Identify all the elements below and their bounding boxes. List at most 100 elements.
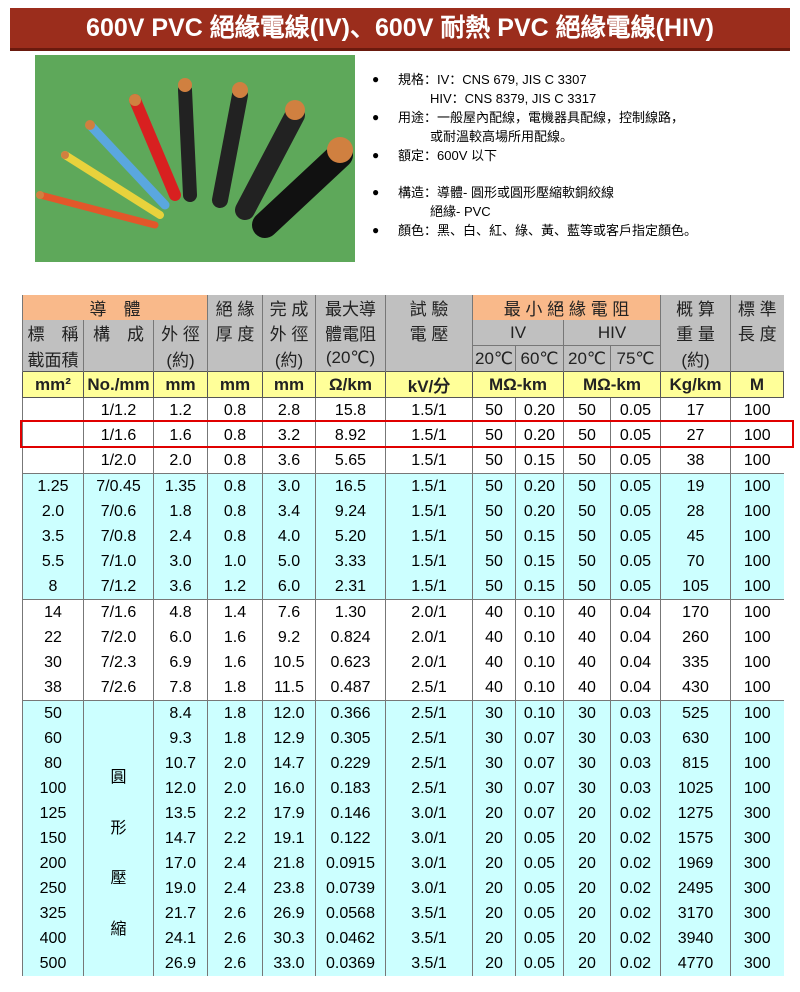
cell-iv-20c: 40 [472,650,516,675]
spec-standard: 規格：IV：CNS 679, JIS C 3307 [372,70,697,89]
table-row: 38 7/2.6 7.8 1.8 11.5 0.487 2.5/1 40 0.10 40 0.04 4… [22,675,784,701]
cell-complete-od: 4.0 [262,524,316,549]
cell-complete-od: 23.8 [262,876,316,901]
table-row: 60 9.3 1.8 12.9 0.305 2.5/1 30 0.07 30 0.03 630 100 [22,726,784,751]
cell-iv-60c: 0.10 [515,650,564,675]
cell-insulation-thickness: 0.8 [207,448,263,474]
cell-construction: 1/1.6 [83,423,154,448]
cell-conductor-resistance: 0.305 [315,726,386,751]
hdr-iv-60: 60℃ [515,345,564,372]
spec-usage: 用途：一般屋內配線，電機器具配線，控制線路， [372,108,697,127]
cell-length: 300 [730,926,784,951]
cell-weight: 28 [660,499,731,524]
cell-iv-60c: 0.07 [515,801,564,826]
hdr-cod-approx: (約) [262,345,316,372]
hdr-area: 截面積 [22,345,84,372]
cell-test-voltage: 2.0/1 [385,650,473,675]
cell-length: 300 [730,876,784,901]
cell-outer-diameter: 3.6 [153,574,208,600]
cell-iv-20c: 50 [472,423,516,448]
cell-nominal-area [22,423,84,448]
cell-nominal-area: 8 [22,574,84,600]
cell-iv-20c: 30 [472,700,516,726]
cell-hiv-75c: 0.02 [610,876,661,901]
cell-weight: 430 [660,675,731,701]
cell-construction: 7/2.0 [83,625,154,650]
hdr-wt-approx: (約) [660,345,731,372]
cell-outer-diameter: 8.4 [153,700,208,726]
cell-outer-diameter: 1.6 [153,423,208,448]
hdr-empty [207,345,263,372]
hdr-hiv-20: 20℃ [563,345,611,372]
cell-hiv-20c: 30 [563,726,611,751]
cell-iv-60c: 0.20 [515,423,564,448]
cell-insulation-thickness: 2.6 [207,951,263,976]
cell-outer-diameter: 21.7 [153,901,208,926]
cell-nominal-area: 150 [22,826,84,851]
cell-outer-diameter: 12.0 [153,776,208,801]
compressed-label-char: 圓 [110,769,127,786]
cell-outer-diameter: 1.2 [153,397,208,423]
cell-outer-diameter: 10.7 [153,751,208,776]
unit-cell: No./mm [83,371,154,398]
cell-hiv-20c: 20 [563,851,611,876]
cell-hiv-75c: 0.05 [610,524,661,549]
cell-complete-od: 12.0 [262,700,316,726]
table-row: 30 7/2.3 6.9 1.6 10.5 0.623 2.0/1 40 0.10 40 0.04 3… [22,650,784,675]
cell-outer-diameter: 3.0 [153,549,208,574]
cell-hiv-20c: 20 [563,951,611,976]
table-row: 125 13.5 2.2 17.9 0.146 3.0/1 20 0.07 20 0.02 1275… [22,801,784,826]
hdr-approx: 概 算 [660,295,731,320]
table-row: 500 26.9 2.6 33.0 0.0369 3.5/1 20 0.05 20 0.02 477… [22,951,784,976]
spec-standard-hiv: HIV：CNS 8379, JIS C 3317 [430,91,597,106]
table-row: 3.5 7/0.8 2.4 0.8 4.0 5.20 1.5/1 50 0.15 50 0.05 45… [22,524,784,549]
cell-length: 100 [730,625,784,650]
cell-test-voltage: 3.0/1 [385,826,473,851]
cell-weight: 815 [660,751,731,776]
cell-insulation-thickness: 2.0 [207,751,263,776]
spec-list: 規格：IV：CNS 679, JIS C 3307 HIV：CNS 8379, … [372,70,697,240]
spec-rating: 額定：600V 以下 [372,146,697,165]
cell-iv-60c: 0.20 [515,499,564,524]
cell-hiv-20c: 20 [563,826,611,851]
cell-iv-60c: 0.10 [515,675,564,701]
cell-outer-diameter: 19.0 [153,876,208,901]
cell-iv-60c: 0.10 [515,599,564,625]
table-row: 22 7/2.0 6.0 1.6 9.2 0.824 2.0/1 40 0.10 40 0.04 26… [22,625,784,650]
compressed-label-char: 形 [110,820,127,837]
cell-iv-20c: 50 [472,448,516,474]
cell-hiv-20c: 30 [563,776,611,801]
cell-hiv-75c: 0.05 [610,448,661,474]
cell-conductor-resistance: 0.122 [315,826,386,851]
table-row: 400 24.1 2.6 30.3 0.0462 3.5/1 20 0.05 20 0.02 394… [22,926,784,951]
cell-construction: 7/0.45 [83,473,154,499]
table-row: 100 12.0 2.0 16.0 0.183 2.5/1 30 0.07 30 0.03 1025… [22,776,784,801]
table-row: 1/1.6 1.6 0.8 3.2 8.92 1.5/1 50 0.20 50 0.05 27 100 [22,423,784,448]
cell-weight: 19 [660,473,731,499]
cell-complete-od: 3.4 [262,499,316,524]
unit-cell: mm [153,371,208,398]
cell-outer-diameter: 6.0 [153,625,208,650]
unit-cell: MΩ-km [472,371,564,398]
unit-cell: mm [262,371,316,398]
cell-length: 300 [730,801,784,826]
table-row: 1/1.2 1.2 0.8 2.8 15.8 1.5/1 50 0.20 50 0.05 17 100 [22,397,784,423]
table-row: 14 7/1.6 4.8 1.4 7.6 1.30 2.0/1 40 0.10 40 0.04 170… [22,599,784,625]
cell-conductor-resistance: 1.30 [315,599,386,625]
cell-iv-20c: 50 [472,499,516,524]
unit-cell: M [730,371,784,398]
cell-weight: 3170 [660,901,731,926]
hdr-resistance: 體電阻 [315,320,386,346]
cell-iv-20c: 30 [472,726,516,751]
cell-weight: 45 [660,524,731,549]
cell-weight: 27 [660,423,731,448]
compressed-round-label: 圓形壓縮 [83,700,154,976]
cell-nominal-area: 22 [22,625,84,650]
cell-hiv-20c: 50 [563,549,611,574]
cell-test-voltage: 1.5/1 [385,499,473,524]
cell-construction: 1/1.2 [83,397,154,423]
spec-usage-cont: 或耐溫較高場所用配線。 [430,129,574,144]
cell-iv-60c: 0.07 [515,726,564,751]
cell-complete-od: 12.9 [262,726,316,751]
cell-construction: 7/0.6 [83,499,154,524]
